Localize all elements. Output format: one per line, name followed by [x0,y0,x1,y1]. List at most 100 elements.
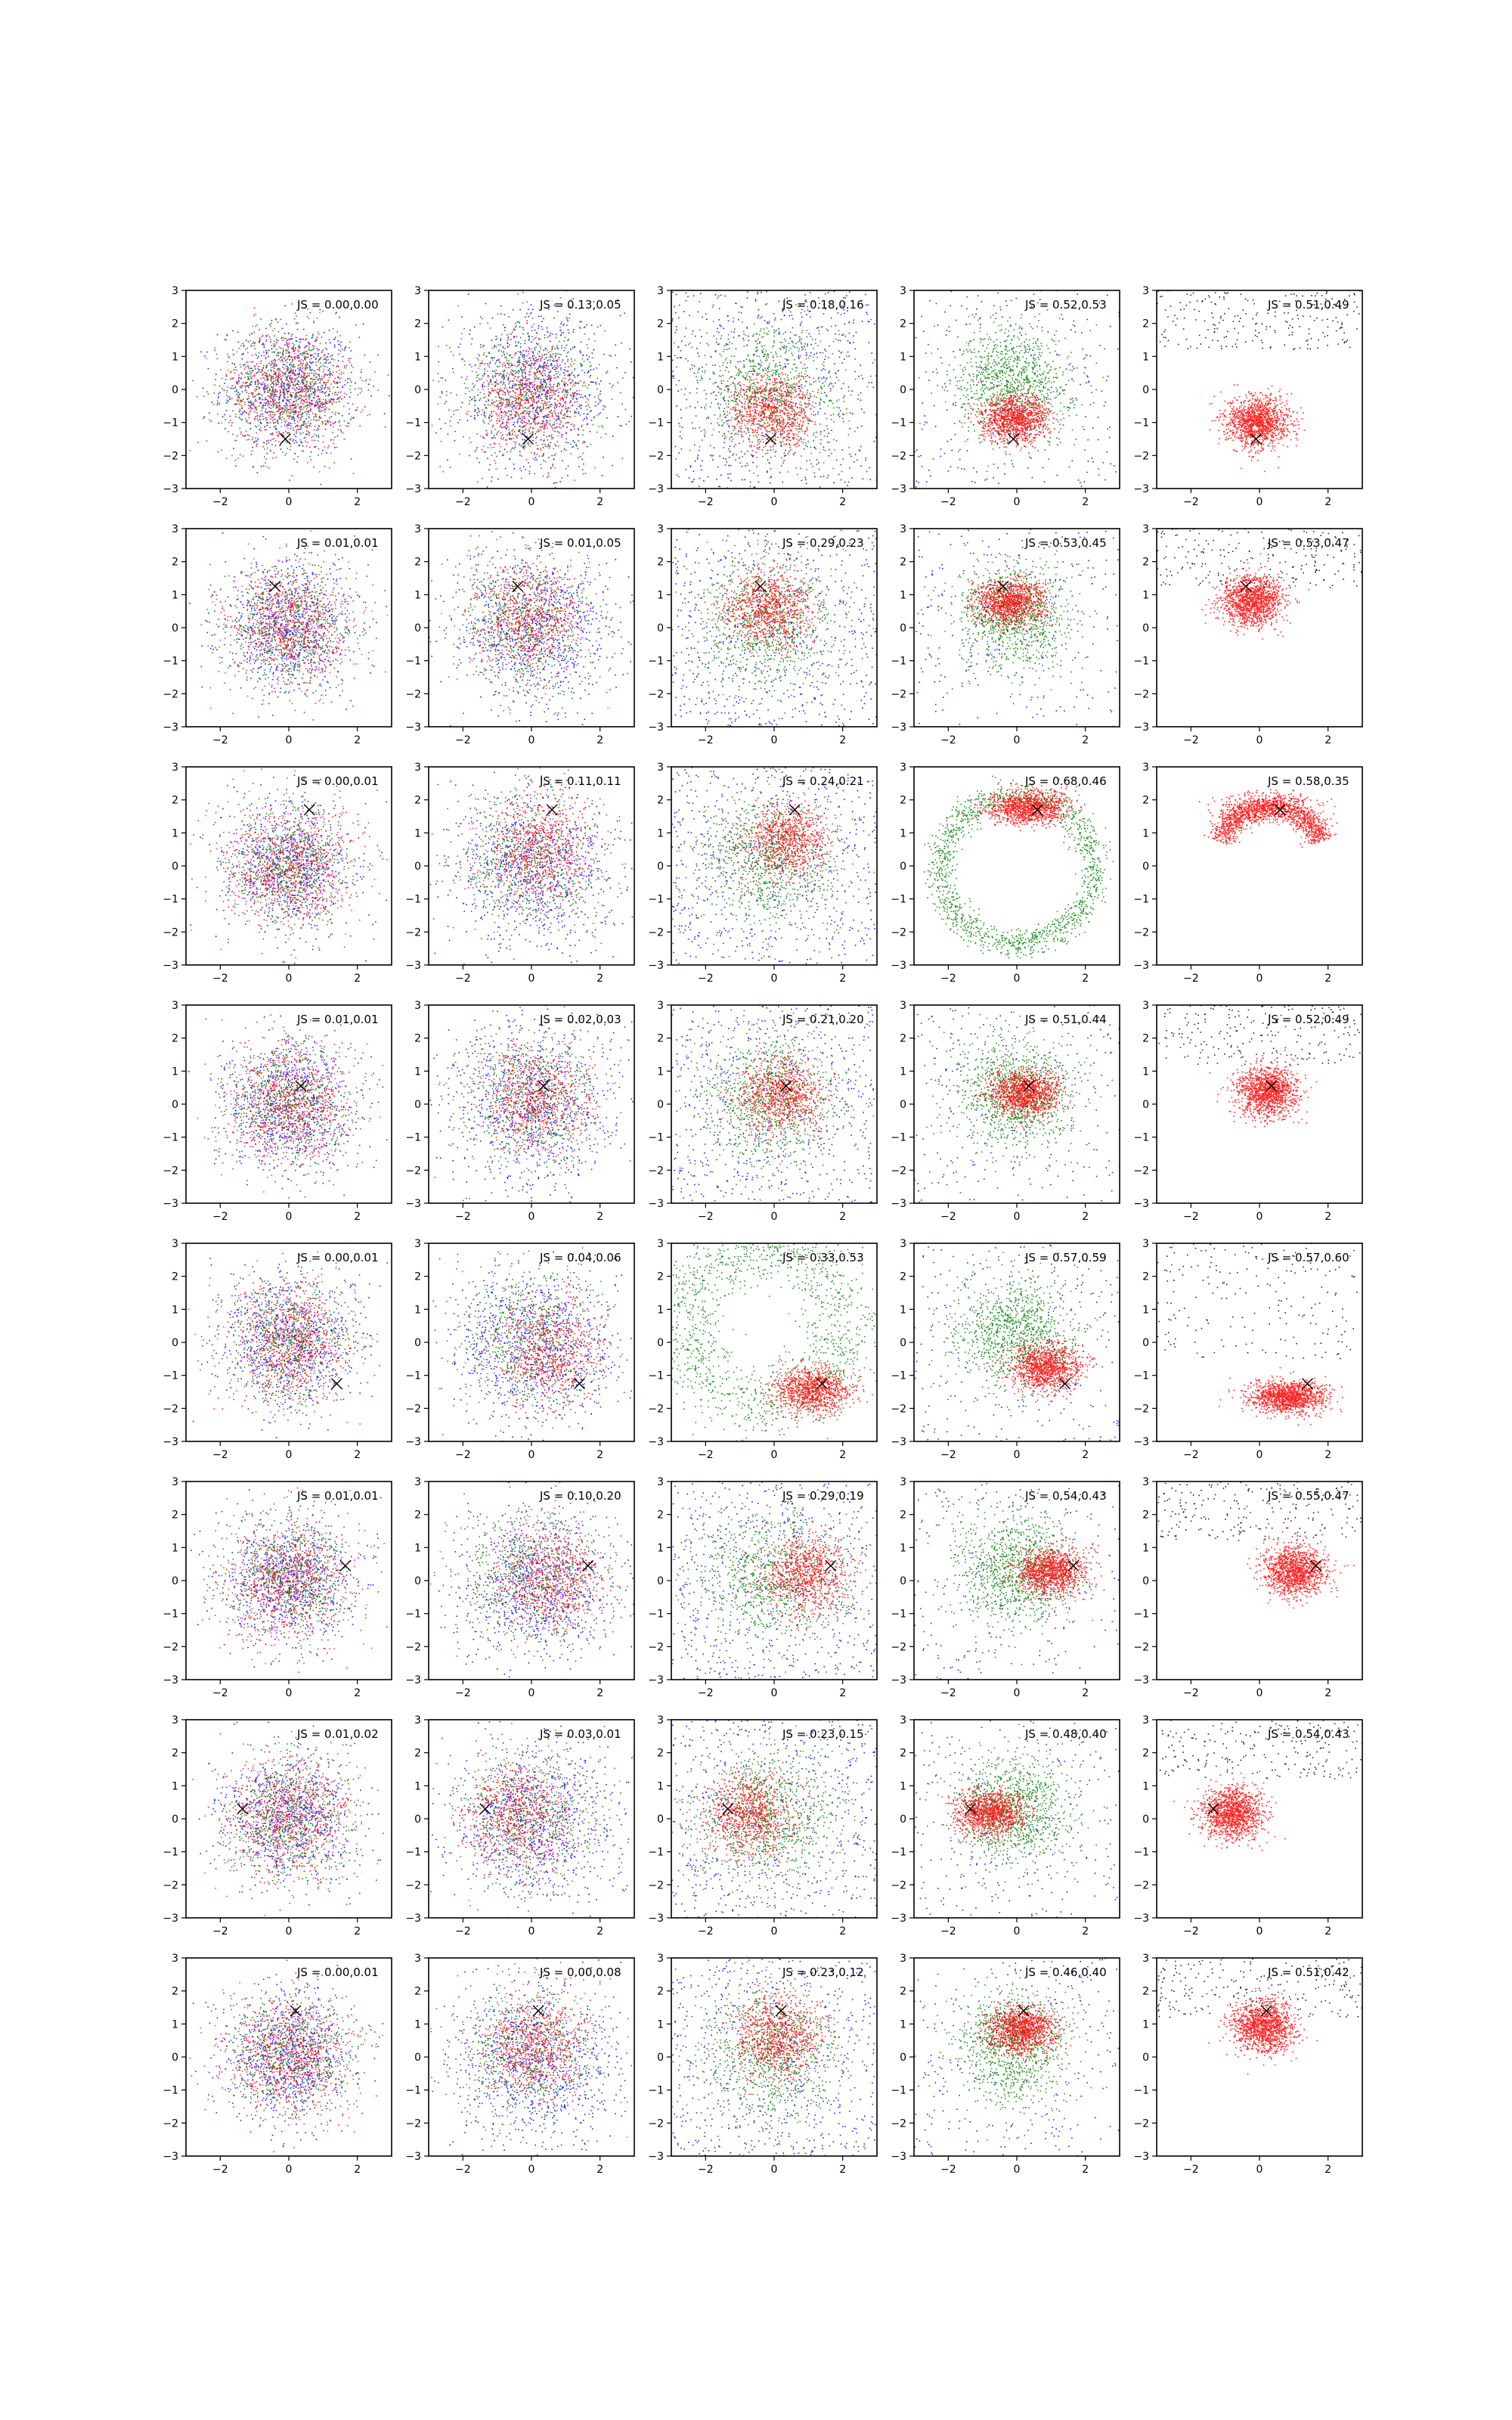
point-cloud [671,1958,877,2156]
x-marker [290,2005,302,2017]
scatter-points [916,529,1119,727]
y-tick-label: 3 [900,285,906,297]
x-tick-label: 0 [771,1449,778,1461]
point-cloud [430,1720,634,1918]
x-tick-label: −2 [212,1925,228,1938]
x-tick-label: −2 [940,496,956,508]
subplot-r1-c3: −2 0 2 −3 −2 −1 0 1 2 3 JS = 0.18,0.16 [648,285,878,508]
y-tick-label: 0 [1142,622,1149,634]
y-tick-label: −1 [891,656,906,668]
y-tick-label: 3 [657,1953,664,1965]
x-tick-label: 0 [1014,973,1021,985]
scatter-points [671,1481,877,1680]
point-cloud [724,777,850,902]
x-tick-label: 0 [528,973,535,985]
y-tick-label: 2 [900,1986,906,1998]
y-tick-label: −3 [891,721,906,734]
x-tick-label: −2 [698,1211,714,1223]
subplot-r6-c2: −2 0 2 −3 −2 −1 0 1 2 3 JS = 0.10,0.20 [405,1476,635,1699]
point-cloud [735,1520,873,1642]
point-cloud [189,529,388,718]
x-marker [1007,433,1019,445]
y-tick-label: 1 [1142,589,1149,601]
x-tick-label: 2 [354,734,361,746]
x-tick-label: −2 [212,1211,228,1223]
scatter-points [671,1720,877,1918]
y-tick-label: 1 [657,1066,664,1078]
subplot-r2-c3: −2 0 2 −3 −2 −1 0 1 2 3 JS = 0.29,0.23 [648,523,878,746]
y-tick-label: 3 [657,762,664,774]
y-tick-label: 0 [172,622,178,634]
point-cloud [207,1975,377,2148]
point-cloud [924,537,1098,699]
y-tick-label: −3 [405,1198,421,1210]
scatter-points [429,767,634,965]
scatter-points [671,767,877,965]
y-tick-label: −3 [648,1436,664,1448]
x-marker [1031,804,1043,816]
y-tick-label: −1 [405,1132,421,1144]
y-tick-label: 0 [172,861,178,873]
x-tick-label: 2 [839,2164,846,2176]
y-tick-label: 1 [172,1542,178,1554]
point-cloud [1247,1527,1355,1609]
subplot-r3-c5: −2 0 2 −3 −2 −1 0 1 2 3 JS = 0.58,0.35 [1133,762,1363,985]
point-cloud [671,1243,877,1441]
y-tick-label: 3 [900,1714,906,1727]
y-tick-label: 0 [414,1099,421,1111]
point-cloud [197,776,382,956]
y-tick-label: 3 [414,1238,421,1250]
js-annotation: JS = 0.01,0.01 [296,1489,379,1503]
axes-frame [913,528,1120,728]
y-tick-label: −1 [891,894,906,906]
y-tick-label: 2 [172,1748,178,1760]
y-tick-label: 3 [900,1476,906,1488]
x-marker [1266,1080,1278,1092]
subplot-r2-c2: −2 0 2 −3 −2 −1 0 1 2 3 JS = 0.01,0.05 [405,523,635,746]
js-annotation: JS = 0.23,0.12 [782,1965,864,1979]
subplot-r2-c1: −2 0 2 −3 −2 −1 0 1 2 3 JS = 0.01,0.01 [163,523,392,746]
y-tick-label: −1 [891,1847,906,1859]
y-tick-label: 0 [172,2052,178,2064]
js-annotation: JS = 0.58,0.35 [1267,774,1349,788]
x-tick-label: −2 [1183,2164,1199,2176]
x-marker [479,1803,491,1815]
y-tick-label: 3 [657,285,664,297]
subplot-r6-c1: −2 0 2 −3 −2 −1 0 1 2 3 JS = 0.01,0.01 [163,1476,392,1699]
x-tick-label: 0 [286,1925,293,1938]
y-tick-label: 2 [900,318,906,330]
point-cloud [191,1730,378,1916]
y-tick-label: 1 [900,2018,906,2031]
y-tick-label: 0 [172,1099,178,1111]
subplot-r6-c4: −2 0 2 −3 −2 −1 0 1 2 3 JS = 0.54,0.43 [891,1476,1120,1699]
y-tick-label: 1 [657,2018,664,2031]
point-cloud [671,1005,877,1203]
y-tick-label: −3 [1133,1913,1149,1925]
point-cloud [198,1721,381,1906]
y-tick-label: 1 [414,351,421,363]
x-tick-label: 0 [286,1687,293,1699]
subplot-r3-c2: −2 0 2 −3 −2 −1 0 1 2 3 JS = 0.11,0.11 [405,762,635,985]
y-tick-label: −2 [891,2118,906,2130]
x-tick-label: −2 [940,1211,956,1223]
js-annotation: JS = 0.29,0.19 [782,1489,864,1503]
y-tick-label: 1 [1142,351,1149,363]
x-marker [1207,1803,1219,1815]
y-tick-label: −2 [1133,688,1149,700]
y-tick-label: −2 [163,1403,178,1415]
x-tick-label: −2 [212,734,228,746]
y-tick-label: 2 [1142,1271,1149,1283]
js-annotation: JS = 0.02,0.03 [539,1013,621,1026]
x-tick-label: −2 [1183,734,1199,746]
scatter-points [671,1958,877,2156]
point-cloud [914,1958,1120,2156]
point-cloud [189,1978,383,2136]
point-cloud [914,1482,1120,1680]
y-tick-label: −2 [1133,926,1149,939]
js-annotation: JS = 0.00,0.08 [539,1965,621,1979]
point-cloud [708,1971,854,2096]
x-tick-label: 0 [771,1925,778,1938]
scatter-points [914,1243,1120,1441]
y-tick-label: 1 [900,827,906,839]
y-tick-label: −3 [1133,1674,1149,1686]
